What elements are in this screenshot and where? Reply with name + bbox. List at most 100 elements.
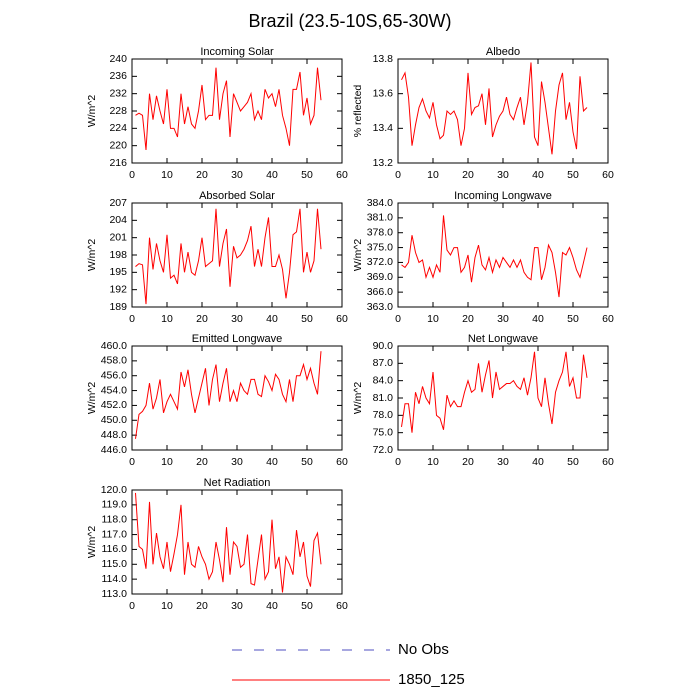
x-tick-label: 60 <box>602 456 614 468</box>
plot-frame <box>397 202 609 308</box>
x-tick-label: 10 <box>161 313 173 325</box>
plot-frame <box>131 58 343 164</box>
y-axis-label: W/m^2 <box>86 526 98 559</box>
x-tick-label: 40 <box>266 169 278 181</box>
x-tick-label: 50 <box>301 600 313 612</box>
y-axis-label: W/m^2 <box>86 382 98 415</box>
y-tick-label: 13.4 <box>373 122 394 134</box>
x-tick-label: 50 <box>301 456 313 468</box>
y-tick-label: 207 <box>109 197 127 209</box>
legend-label: 1850_125 <box>398 671 465 688</box>
y-tick-label: 369.0 <box>367 271 393 283</box>
y-tick-label: 119.0 <box>102 499 128 511</box>
x-tick-label: 0 <box>129 456 135 468</box>
x-tick-label: 40 <box>532 456 544 468</box>
x-tick-label: 40 <box>266 313 278 325</box>
x-tick-label: 10 <box>427 169 439 181</box>
y-tick-label: 372.0 <box>367 256 393 268</box>
x-tick-label: 10 <box>161 456 173 468</box>
y-tick-label: 120.0 <box>101 484 127 496</box>
y-tick-label: 384.0 <box>367 197 393 209</box>
plot-frame <box>131 202 343 308</box>
panel-title: Net Radiation <box>204 477 271 489</box>
x-tick-label: 0 <box>129 169 135 181</box>
y-axis-label: % reflected <box>352 85 364 138</box>
y-tick-label: 201 <box>109 231 127 243</box>
y-tick-label: 450.0 <box>101 414 127 426</box>
x-tick-label: 50 <box>301 313 313 325</box>
y-tick-label: 114.0 <box>102 573 128 585</box>
x-tick-label: 0 <box>129 313 135 325</box>
y-tick-label: 117.0 <box>102 528 128 540</box>
y-tick-label: 228 <box>109 105 127 117</box>
y-tick-label: 378.0 <box>367 226 393 238</box>
y-tick-label: 115.0 <box>102 558 128 570</box>
x-tick-label: 50 <box>567 313 579 325</box>
data-line <box>401 351 588 433</box>
x-tick-label: 60 <box>336 456 348 468</box>
y-tick-label: 13.8 <box>373 53 394 65</box>
x-tick-label: 30 <box>497 169 509 181</box>
y-tick-label: 198 <box>109 249 127 261</box>
y-tick-label: 87.0 <box>373 357 394 369</box>
y-tick-label: 446.0 <box>101 444 127 456</box>
x-tick-label: 30 <box>497 313 509 325</box>
x-tick-label: 50 <box>567 169 579 181</box>
panel-title: Albedo <box>486 46 520 58</box>
plot-frame <box>131 489 343 595</box>
y-tick-label: 118.0 <box>102 513 128 525</box>
panel-title: Emitted Longwave <box>192 333 283 345</box>
panel-title: Absorbed Solar <box>199 190 275 202</box>
y-tick-label: 375.0 <box>367 241 393 253</box>
x-tick-label: 30 <box>231 600 243 612</box>
y-tick-label: 452.0 <box>101 399 127 411</box>
y-tick-label: 13.6 <box>373 87 394 99</box>
x-tick-label: 40 <box>266 600 278 612</box>
x-tick-label: 0 <box>395 313 401 325</box>
y-tick-label: 456.0 <box>101 369 127 381</box>
x-tick-label: 0 <box>395 169 401 181</box>
x-tick-label: 0 <box>129 600 135 612</box>
y-tick-label: 72.0 <box>373 444 394 456</box>
data-line <box>135 67 322 151</box>
panel-title: Net Longwave <box>468 333 538 345</box>
y-tick-label: 448.0 <box>101 429 127 441</box>
y-tick-label: 224 <box>109 122 127 134</box>
y-tick-label: 363.0 <box>367 301 393 313</box>
legend-label: No Obs <box>398 641 449 658</box>
y-tick-label: 381.0 <box>367 212 393 224</box>
x-tick-label: 10 <box>427 313 439 325</box>
x-tick-label: 40 <box>532 313 544 325</box>
y-tick-label: 195 <box>109 266 127 278</box>
data-line <box>135 492 322 593</box>
x-tick-label: 10 <box>161 169 173 181</box>
x-tick-label: 60 <box>336 169 348 181</box>
x-tick-label: 60 <box>336 600 348 612</box>
y-tick-label: 460.0 <box>101 340 127 352</box>
y-tick-label: 81.0 <box>373 392 394 404</box>
plot-frame <box>131 345 343 451</box>
y-tick-label: 90.0 <box>373 340 394 352</box>
x-tick-label: 20 <box>196 313 208 325</box>
y-tick-label: 84.0 <box>373 374 394 386</box>
x-tick-label: 50 <box>567 456 579 468</box>
x-tick-label: 20 <box>462 313 474 325</box>
y-tick-label: 75.0 <box>373 426 394 438</box>
y-tick-label: 192 <box>109 283 127 295</box>
x-tick-label: 60 <box>336 313 348 325</box>
data-line <box>401 62 588 155</box>
x-tick-label: 40 <box>532 169 544 181</box>
y-axis-label: W/m^2 <box>86 239 98 272</box>
x-tick-label: 40 <box>266 456 278 468</box>
y-tick-label: 220 <box>109 139 127 151</box>
y-tick-label: 366.0 <box>367 286 393 298</box>
y-tick-label: 458.0 <box>101 355 127 367</box>
x-tick-label: 30 <box>231 313 243 325</box>
panel-title: Incoming Longwave <box>454 190 552 202</box>
y-tick-label: 189 <box>109 301 127 313</box>
y-tick-label: 13.2 <box>373 157 394 169</box>
y-tick-label: 232 <box>109 87 127 99</box>
x-tick-label: 0 <box>395 456 401 468</box>
data-line <box>401 215 588 298</box>
